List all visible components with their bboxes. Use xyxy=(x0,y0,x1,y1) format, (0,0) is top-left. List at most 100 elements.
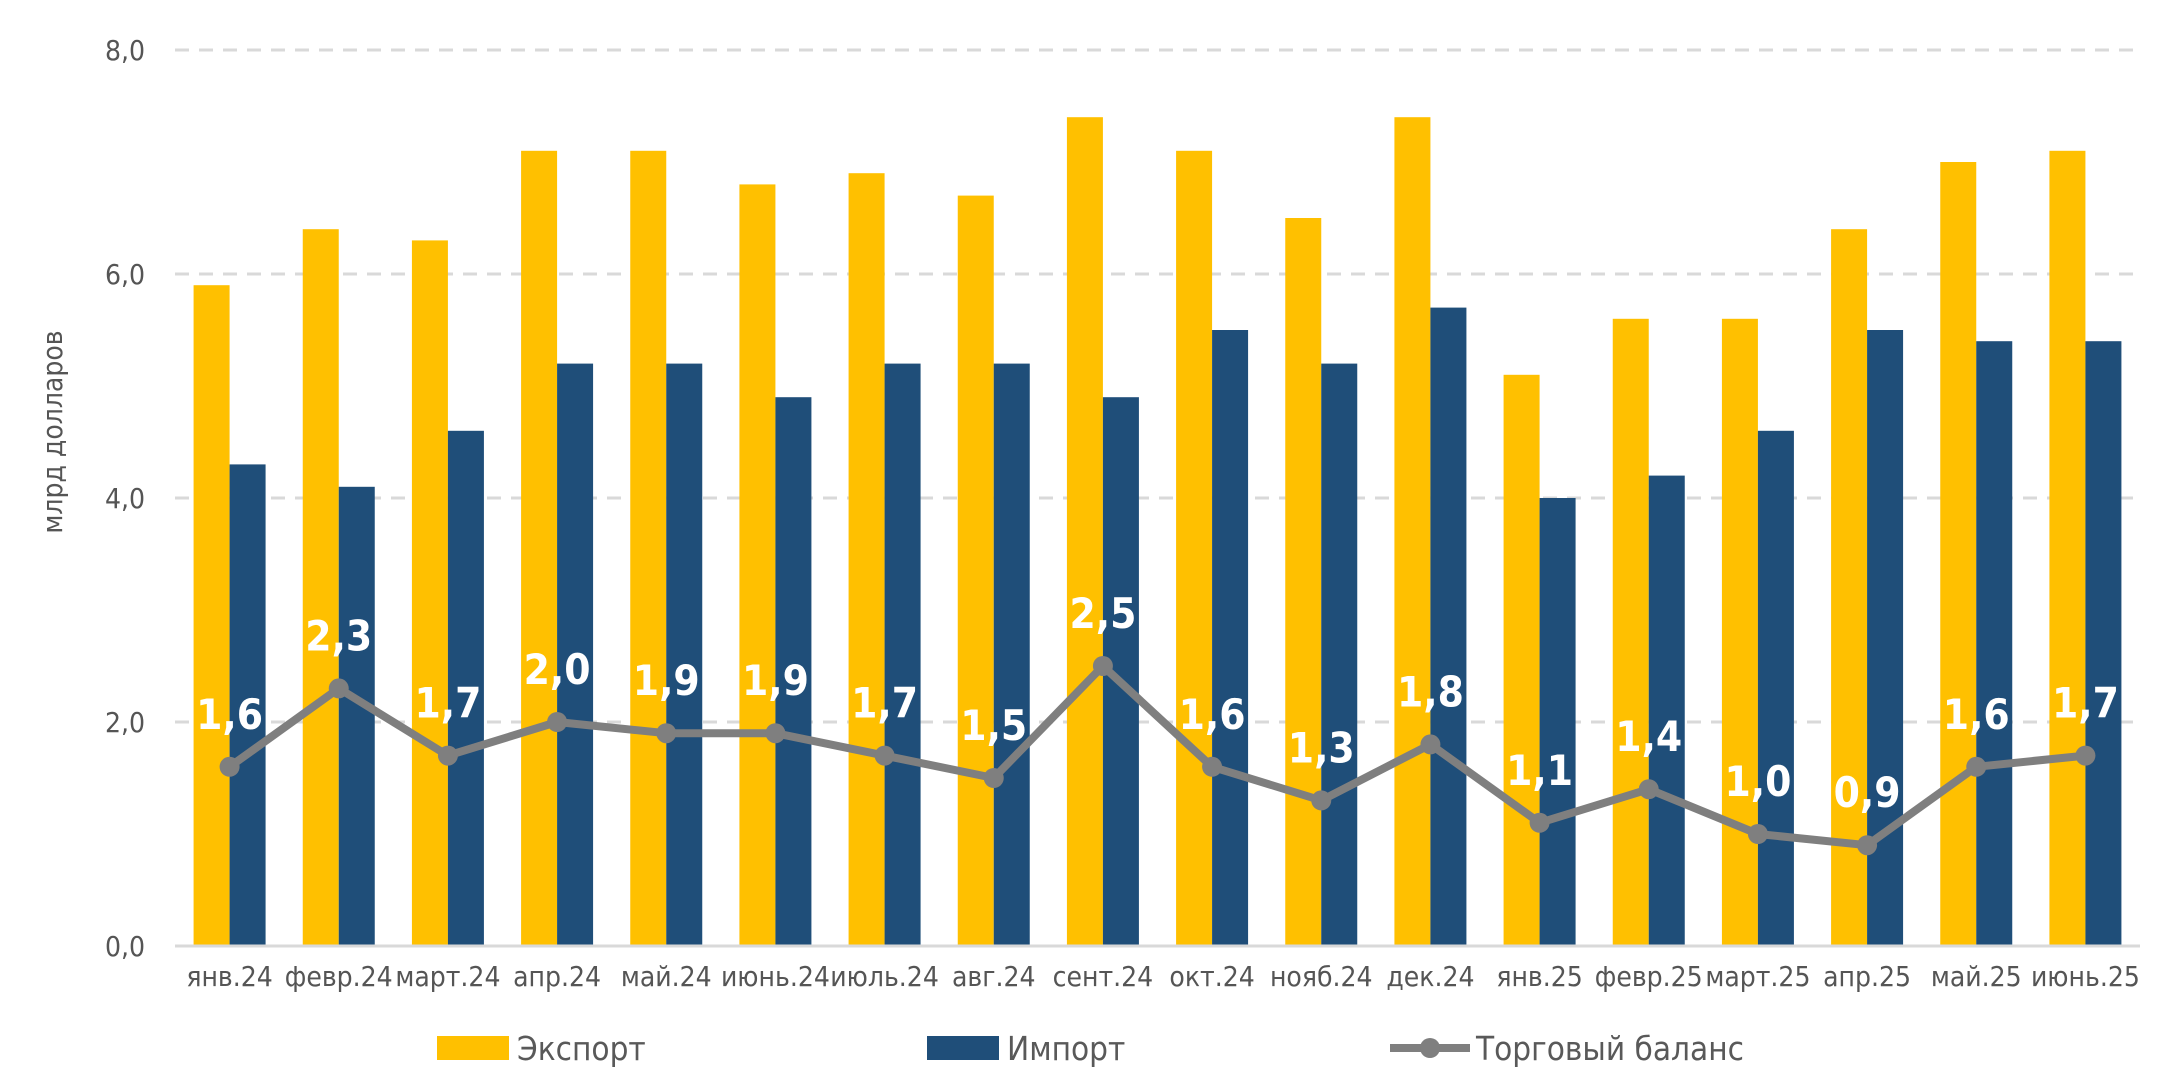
import-bar xyxy=(1212,330,1249,946)
export-bar xyxy=(1940,162,1977,946)
balance-marker xyxy=(1202,756,1223,777)
balance-data-label: 1,5 xyxy=(960,701,1027,750)
export-bar xyxy=(411,240,448,946)
export-bar xyxy=(1612,318,1649,946)
x-tick-label: март.24 xyxy=(395,960,500,993)
y-tick-label: 8,0 xyxy=(105,34,145,67)
balance-marker xyxy=(765,723,786,744)
balance-marker xyxy=(1092,656,1113,676)
x-tick-label: июль.24 xyxy=(830,960,939,993)
x-tick-label: апр.24 xyxy=(513,960,601,993)
export-bar xyxy=(1285,218,1322,946)
import-bar xyxy=(447,430,484,946)
import-bar xyxy=(229,464,266,946)
export-bar xyxy=(739,184,776,946)
x-tick-label: авг.24 xyxy=(952,960,1036,993)
legend-swatch xyxy=(437,1036,509,1060)
import-bar xyxy=(1321,363,1358,947)
import-bar xyxy=(1430,307,1467,947)
export-bar xyxy=(1831,229,1868,946)
balance-data-label: 1,9 xyxy=(742,656,809,705)
balance-data-label: 1,7 xyxy=(414,679,481,728)
x-axis-ticks: янв.24 февр.24 март.24 апр.24 май.24 июнь.24 и… xyxy=(186,960,2140,993)
balance-marker xyxy=(547,712,568,732)
x-tick-label: февр.25 xyxy=(1595,960,1703,993)
x-tick-label: июнь.25 xyxy=(2031,960,2140,993)
x-tick-label: июнь.24 xyxy=(721,960,830,993)
legend-swatch xyxy=(927,1036,999,1060)
export-bar xyxy=(193,285,230,946)
import-bar xyxy=(775,397,812,946)
balance-marker xyxy=(328,678,349,699)
x-tick-label: сент.24 xyxy=(1053,960,1154,993)
y-tick-label: 2,0 xyxy=(105,706,145,739)
legend-label: Экспорт xyxy=(517,1029,646,1068)
balance-marker xyxy=(983,768,1004,788)
y-tick-label: 6,0 xyxy=(105,258,145,291)
balance-data-label: 1,7 xyxy=(2052,679,2119,728)
export-bar xyxy=(1176,150,1213,947)
import-bar xyxy=(1648,475,1685,946)
y-axis-title: млрд долларов xyxy=(36,330,69,533)
legend-marker xyxy=(1420,1038,1440,1058)
balance-polyline xyxy=(225,662,2090,850)
import-bar xyxy=(1539,498,1576,946)
balance-marker xyxy=(2075,745,2096,766)
import-bar xyxy=(2085,341,2122,946)
balance-data-label: 1,6 xyxy=(1179,690,1246,739)
balance-data-label: 2,3 xyxy=(305,611,372,660)
balance-marker xyxy=(874,745,895,766)
balance-data-label: 1,6 xyxy=(196,690,263,739)
x-tick-label: апр.25 xyxy=(1823,960,1911,993)
legend-label: Импорт xyxy=(1007,1029,1125,1068)
balance-data-label: 1,0 xyxy=(1724,757,1791,806)
export-bar xyxy=(1503,374,1540,946)
balance-marker xyxy=(219,756,240,777)
balance-data-label: 1,8 xyxy=(1397,667,1464,716)
y-tick-label: 4,0 xyxy=(105,482,145,515)
x-tick-label: янв.24 xyxy=(186,960,273,993)
balance-line xyxy=(219,656,2096,856)
balance-data-label: 1,6 xyxy=(1943,690,2010,739)
balance-data-label: 2,0 xyxy=(524,645,591,694)
export-bar xyxy=(302,229,339,946)
import-bar xyxy=(338,486,375,946)
balance-marker xyxy=(1638,779,1659,800)
bars xyxy=(193,117,2122,947)
x-tick-label: янв.25 xyxy=(1496,960,1583,993)
balance-data-label: 1,3 xyxy=(1288,723,1355,772)
export-bar xyxy=(957,195,994,947)
balance-marker xyxy=(1966,756,1987,777)
x-tick-label: дек.24 xyxy=(1386,960,1474,993)
x-tick-label: нояб.24 xyxy=(1270,960,1373,993)
legend-label: Торговый баланс xyxy=(1475,1029,1744,1068)
import-bar xyxy=(1976,341,2013,946)
import-bar xyxy=(1757,430,1794,946)
export-bar xyxy=(2049,150,2086,947)
balance-data-labels: 1,6 2,3 1,7 2,0 1,9 1,9 1,7 1,5 2,5 1,6 1,3 1,8 1,1 1… xyxy=(196,589,2119,817)
balance-data-label: 1,9 xyxy=(633,656,700,705)
export-bar xyxy=(521,150,558,947)
export-bar xyxy=(1394,117,1431,946)
balance-data-label: 1,7 xyxy=(851,679,918,728)
balance-marker xyxy=(1420,734,1441,755)
balance-data-label: 2,5 xyxy=(1069,589,1136,638)
legend: Экспорт Импорт Торговый баланс xyxy=(437,1029,1744,1068)
export-bar xyxy=(630,150,667,947)
balance-data-label: 1,4 xyxy=(1615,712,1682,761)
x-tick-label: март.25 xyxy=(1705,960,1810,993)
balance-marker xyxy=(656,723,677,744)
export-bar xyxy=(1066,117,1103,946)
balance-marker xyxy=(1857,835,1878,856)
balance-marker xyxy=(1747,824,1768,844)
import-bar xyxy=(666,363,703,947)
import-bar xyxy=(993,363,1030,947)
import-bar xyxy=(884,363,921,947)
x-tick-label: май.25 xyxy=(1931,960,2022,993)
balance-data-label: 1,1 xyxy=(1506,746,1573,795)
x-tick-label: май.24 xyxy=(621,960,712,993)
export-bar xyxy=(848,173,885,946)
y-tick-label: 0,0 xyxy=(105,930,145,963)
x-tick-label: февр.24 xyxy=(285,960,393,993)
